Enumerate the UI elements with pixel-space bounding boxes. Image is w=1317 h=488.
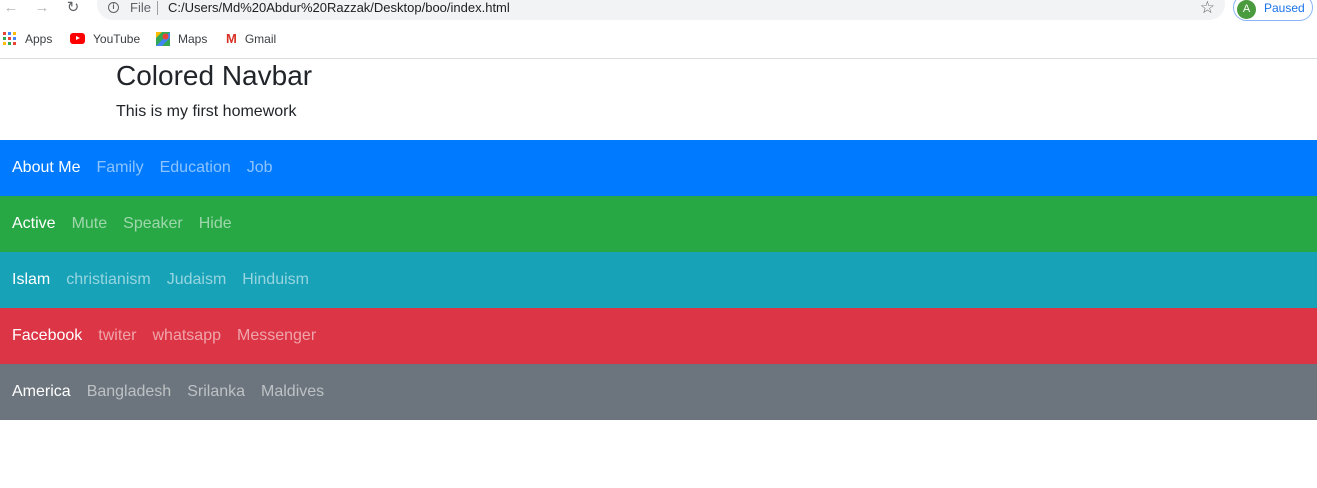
gmail-icon: M bbox=[226, 31, 237, 47]
navbar-brand[interactable]: Active bbox=[12, 215, 56, 232]
back-arrow-icon[interactable]: ← bbox=[3, 0, 19, 16]
nav-link[interactable]: Hinduism bbox=[242, 271, 309, 288]
bookmark-label: Maps bbox=[178, 32, 208, 46]
url-text[interactable]: C:/Users/Md%20Abdur%20Razzak/Desktop/boo… bbox=[168, 0, 510, 15]
nav-link[interactable]: Family bbox=[96, 159, 144, 176]
nav-link[interactable]: Bangladesh bbox=[86, 383, 172, 400]
nav-link[interactable]: Mute bbox=[71, 215, 108, 232]
youtube-icon bbox=[70, 33, 85, 45]
bookmark-youtube[interactable]: YouTube bbox=[70, 32, 140, 46]
nav-link[interactable]: Job bbox=[246, 159, 273, 176]
address-bar[interactable]: i File C:/Users/Md%20Abdur%20Razzak/Desk… bbox=[97, 0, 1225, 20]
bookmark-label: Apps bbox=[25, 32, 53, 46]
info-icon[interactable]: i bbox=[108, 2, 119, 13]
bookmark-maps[interactable]: Maps bbox=[156, 31, 208, 47]
navbar-brand[interactable]: Facebook bbox=[12, 327, 83, 344]
navbar-brand[interactable]: America bbox=[12, 383, 71, 400]
nav-link[interactable]: Srilanka bbox=[187, 383, 246, 400]
bookmark-gmail[interactable]: M Gmail bbox=[226, 31, 277, 47]
maps-icon bbox=[156, 31, 170, 46]
navbar-brand[interactable]: About Me bbox=[12, 159, 81, 176]
nav-link[interactable]: Messenger bbox=[237, 327, 317, 344]
bookmarks-bar: Apps YouTube Maps M Gmail bbox=[0, 29, 1317, 59]
reload-icon[interactable]: ↻ bbox=[66, 0, 80, 16]
nav-link[interactable]: Hide bbox=[198, 215, 232, 232]
navbar-brand[interactable]: Islam bbox=[12, 271, 51, 288]
page-title: Colored Navbar bbox=[116, 60, 313, 91]
address-divider bbox=[157, 1, 158, 15]
bookmark-label: Gmail bbox=[244, 32, 277, 46]
navbar-success: Active Mute Speaker Hide bbox=[0, 196, 1317, 252]
navbar-danger: Facebook twiter whatsapp Messenger bbox=[0, 308, 1317, 364]
profile-status: Paused bbox=[1264, 1, 1305, 15]
file-scheme-label: File bbox=[130, 0, 151, 15]
navbar-primary: About Me Family Education Job bbox=[0, 140, 1317, 196]
nav-link[interactable]: Maldives bbox=[261, 383, 325, 400]
nav-link[interactable]: christianism bbox=[66, 271, 151, 288]
bookmark-label: YouTube bbox=[93, 32, 141, 46]
page-subtitle: This is my first homework bbox=[116, 103, 297, 120]
profile-button[interactable]: A Paused bbox=[1233, 0, 1313, 21]
navbar-info: Islam christianism Judaism Hinduism bbox=[0, 252, 1317, 308]
nav-link[interactable]: Judaism bbox=[166, 271, 227, 288]
forward-arrow-icon[interactable]: → bbox=[34, 0, 50, 16]
bookmark-apps[interactable]: Apps bbox=[3, 31, 53, 47]
nav-link[interactable]: Education bbox=[159, 159, 231, 176]
nav-link[interactable]: Speaker bbox=[123, 215, 183, 232]
nav-link[interactable]: twiter bbox=[98, 327, 137, 344]
avatar: A bbox=[1237, 0, 1256, 19]
bookmark-star-icon[interactable]: ☆ bbox=[1199, 0, 1215, 17]
nav-link[interactable]: whatsapp bbox=[152, 327, 222, 344]
apps-grid-icon bbox=[3, 31, 17, 46]
navbar-secondary: America Bangladesh Srilanka Maldives bbox=[0, 364, 1317, 420]
browser-toolbar: ← → ↻ i File C:/Users/Md%20Abdur%20Razza… bbox=[0, 0, 1317, 21]
